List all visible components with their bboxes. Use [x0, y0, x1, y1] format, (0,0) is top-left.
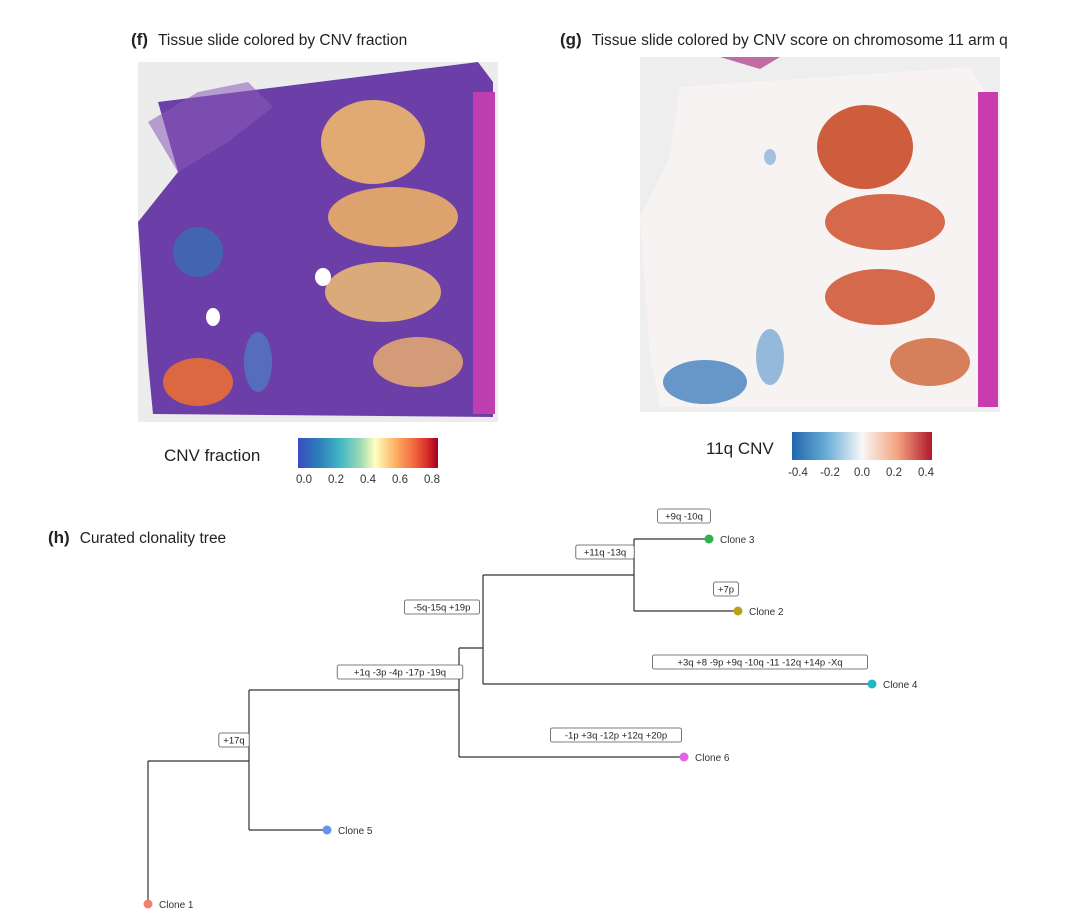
cnv-fraction-tick: 0.4	[360, 474, 376, 486]
cnv-fraction-tick: 0.2	[328, 474, 344, 486]
branch-label-box	[218, 732, 250, 748]
panel-f-title-text: Tissue slide colored by CNV fraction	[157, 32, 408, 49]
panel-h-letter: (h)	[48, 528, 70, 547]
branch-label-box	[550, 727, 683, 743]
panel-h-title: (h) Curated clonality tree	[48, 528, 226, 548]
clone-label: Clone 4	[883, 680, 918, 691]
tissue-slide-cnv-fraction	[138, 62, 498, 422]
panel-g-title-text: Tissue slide colored by CNV score on chr…	[591, 32, 1008, 49]
11q-cnv-tick: 0.0	[854, 467, 870, 479]
tree-branches	[147, 538, 872, 904]
branch-label-box	[657, 508, 711, 524]
cnv-fraction-colorbar-label: CNV fraction	[164, 446, 261, 465]
cnv-fraction-tick: 0.6	[392, 474, 408, 486]
branch-label: +1q -3p -4p -17p -19q	[354, 668, 446, 679]
panel-g-title: (g) Tissue slide colored by CNV score on …	[560, 30, 1008, 50]
11q-cnv-tick: -0.2	[820, 467, 840, 479]
clone-node	[704, 534, 714, 544]
11q-cnv-colorbar	[792, 432, 932, 460]
panel-g-letter: (g)	[560, 30, 582, 49]
branch-label-box	[575, 544, 635, 560]
branch-label-box	[403, 599, 480, 615]
clone-node	[322, 825, 332, 835]
clone-label: Clone 3	[720, 535, 755, 546]
11q-cnv-tick: 0.4	[918, 467, 934, 479]
tissue-slide-11q-cnv	[640, 57, 1000, 412]
panel-h-title-text: Curated clonality tree	[79, 530, 227, 547]
11q-cnv-colorbar-label: 11q CNV	[706, 439, 774, 458]
branch-label-box	[336, 664, 464, 680]
11q-cnv-tick: 0.2	[886, 467, 902, 479]
branch-label: +17q	[223, 736, 244, 747]
cnv-fraction-tick: 0.8	[424, 474, 440, 486]
branch-label: +7p	[718, 585, 734, 596]
clone-label: Clone 6	[695, 753, 730, 764]
cnv-fraction-tick: 0.0	[296, 474, 312, 486]
clone-node	[733, 606, 743, 616]
clone-node	[867, 679, 877, 689]
branch-label: +3q +8 -9p +9q -10q -11 -12q +14p -Xq	[677, 658, 842, 669]
clone-node	[679, 752, 689, 762]
11q-cnv-tick: -0.4	[788, 467, 808, 479]
branch-label: -5q-15q +19p	[414, 603, 471, 614]
panel-f-letter: (f)	[131, 30, 148, 49]
clone-label: Clone 5	[338, 826, 373, 837]
clone-label: Clone 1	[159, 900, 194, 911]
branch-label: +9q -10q	[665, 512, 703, 523]
branch-label-boxes: +17q +1q -3p -4p -17p -19q -1p +3q -12p +1…	[218, 508, 869, 748]
branch-label-box	[652, 654, 869, 670]
clone-node	[143, 899, 153, 909]
clone-nodes: Clone 1 Clone 5 Clone 6 Clone 4 Clone 2 Clone…	[143, 534, 918, 911]
clone-label: Clone 2	[749, 607, 784, 618]
branch-label: +11q -13q	[584, 548, 626, 559]
cnv-fraction-colorbar	[298, 438, 438, 468]
branch-label: -1p +3q -12p +12q +20p	[565, 731, 667, 742]
branch-label-box	[713, 581, 739, 597]
panel-f-title: (f) Tissue slide colored by CNV fraction	[131, 30, 407, 50]
clonality-tree: +17q +1q -3p -4p -17p -19q -1p +3q -12p +1…	[143, 508, 918, 911]
